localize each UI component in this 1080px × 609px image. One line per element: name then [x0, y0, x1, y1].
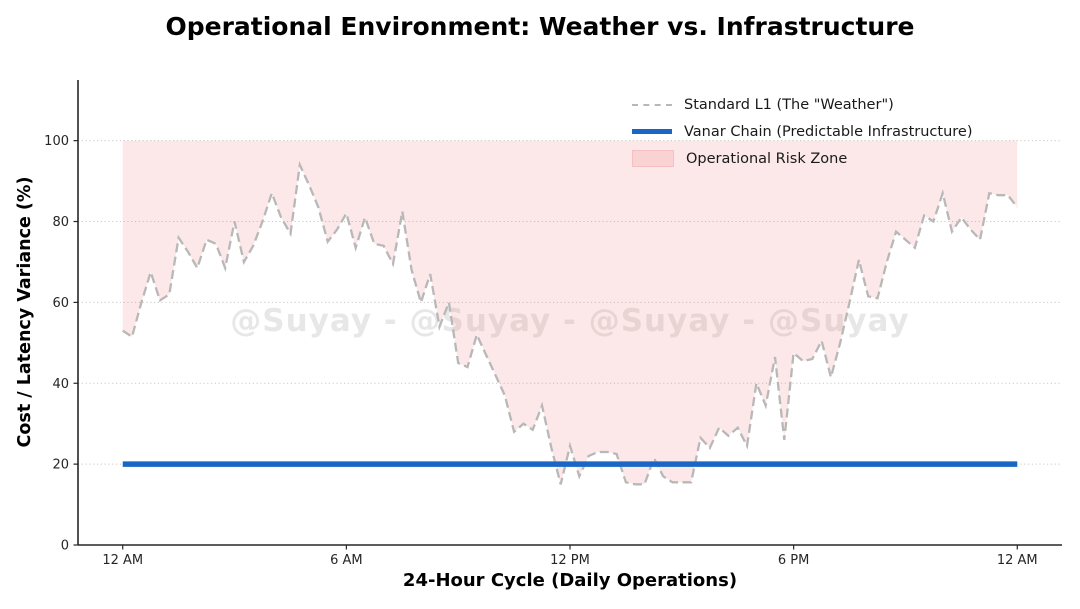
svg-text:6 PM: 6 PM	[778, 553, 809, 568]
legend: Standard L1 (The "Weather") Vanar Chain …	[632, 91, 972, 172]
svg-text:100: 100	[44, 134, 69, 149]
svg-text:12 AM: 12 AM	[102, 553, 143, 568]
legend-label-risk-zone: Operational Risk Zone	[686, 150, 848, 167]
legend-label-vanar: Vanar Chain (Predictable Infrastructure)	[684, 123, 973, 140]
fill-patch-swatch-icon	[632, 150, 674, 167]
chart-title: Operational Environment: Weather vs. Inf…	[165, 12, 915, 41]
svg-text:60: 60	[52, 296, 69, 311]
legend-item-risk-zone: Operational Risk Zone	[632, 145, 972, 172]
legend-item-weather: Standard L1 (The "Weather")	[632, 91, 972, 118]
legend-item-vanar: Vanar Chain (Predictable Infrastructure)	[632, 118, 972, 145]
dashed-line-swatch-icon	[632, 103, 672, 106]
solid-line-swatch-icon	[632, 129, 672, 134]
watermark-text: @Suyay - @Suyay - @Suyay - @Suyay	[230, 303, 910, 339]
svg-text:12 PM: 12 PM	[550, 553, 590, 568]
svg-text:0: 0	[61, 539, 69, 554]
svg-text:12 AM: 12 AM	[997, 553, 1038, 568]
legend-label-weather: Standard L1 (The "Weather")	[684, 96, 894, 113]
svg-text:40: 40	[52, 377, 69, 392]
svg-text:80: 80	[52, 215, 69, 230]
svg-text:6 AM: 6 AM	[330, 553, 363, 568]
svg-text:20: 20	[52, 458, 69, 473]
x-axis-label: 24-Hour Cycle (Daily Operations)	[402, 570, 738, 591]
